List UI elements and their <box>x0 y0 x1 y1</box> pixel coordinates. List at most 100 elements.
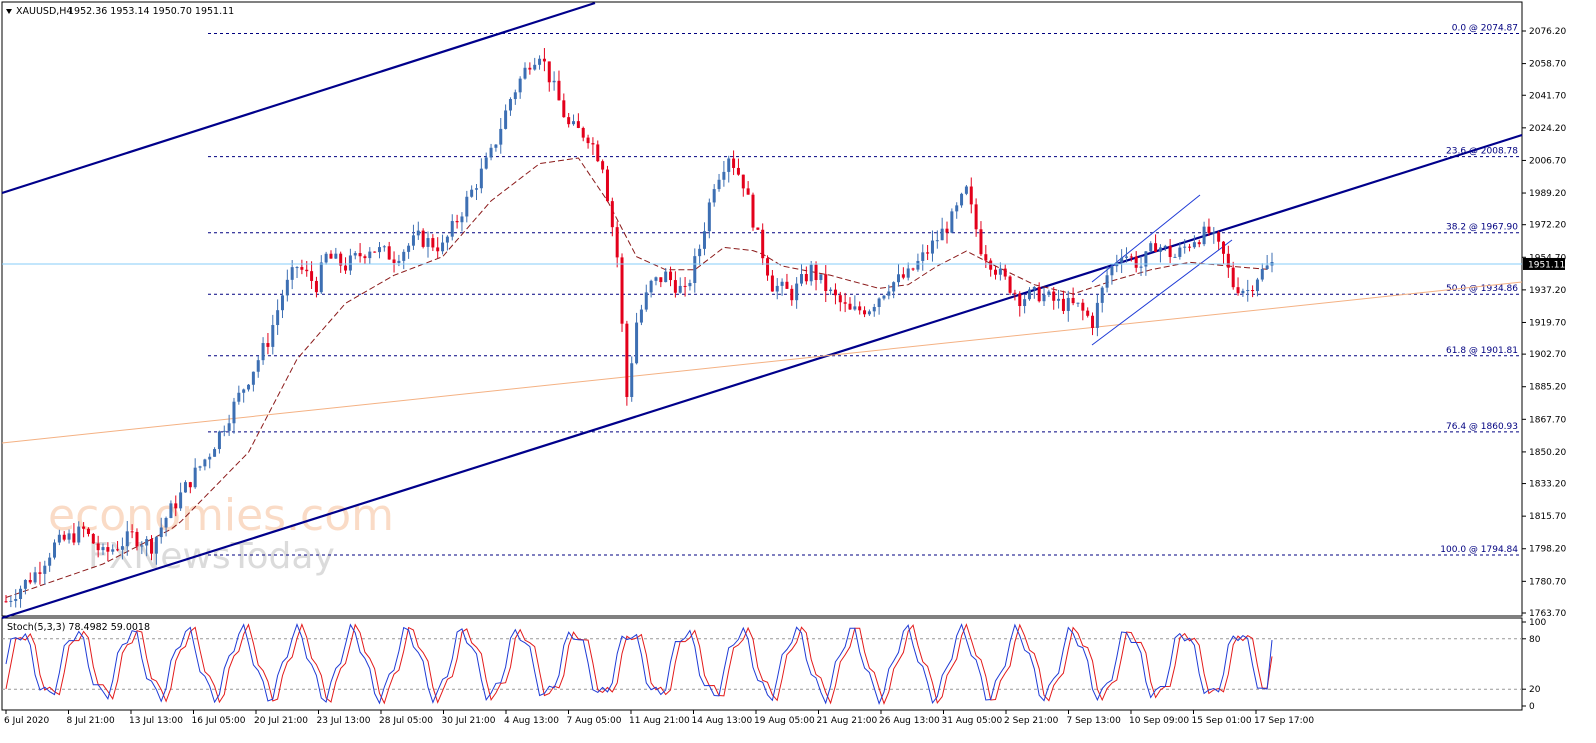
time-tick-label: 7 Sep 13:00 <box>1067 716 1122 726</box>
candle-body <box>407 245 411 252</box>
candle-body <box>247 384 251 390</box>
candle-body <box>572 121 576 125</box>
price-tick-label: 1798.20 <box>1529 545 1566 555</box>
price-tick-label: 1919.70 <box>1529 318 1566 328</box>
candle-body <box>1217 232 1221 242</box>
collapse-arrow-icon[interactable] <box>6 9 12 14</box>
candle-body <box>363 256 367 259</box>
price-tick-label: 1780.70 <box>1529 577 1566 587</box>
candle-body <box>140 545 144 547</box>
candle-body <box>329 253 333 259</box>
candle-body <box>1226 253 1230 268</box>
time-tick-label: 23 Jul 13:00 <box>317 716 371 726</box>
candle-body <box>382 246 386 248</box>
candle-body <box>1076 302 1080 304</box>
candle-body <box>717 179 721 190</box>
candle-body <box>319 262 323 293</box>
candle-body <box>1057 298 1061 301</box>
candle-body <box>906 268 910 278</box>
candle-body <box>9 600 13 602</box>
candle-body <box>969 186 973 205</box>
candle-body <box>974 204 978 230</box>
candle-body <box>494 144 498 148</box>
candle-body <box>897 274 901 283</box>
candle-body <box>1178 247 1182 257</box>
candle-body <box>392 259 396 263</box>
candle-body <box>489 147 493 158</box>
upper-channel-line[interactable] <box>1 1 596 195</box>
candle-body <box>484 157 488 169</box>
candle-body <box>387 246 391 260</box>
candle-body <box>513 92 517 100</box>
candle-body <box>465 196 469 217</box>
time-tick-label: 8 Jul 21:00 <box>67 716 116 726</box>
fibonacci-retracement[interactable]: 0.0 @ 2074.87 23.6 @ 2008.78 38.2 @ 1967.9… <box>208 23 1522 556</box>
candle-body <box>1061 298 1065 311</box>
candle-body <box>159 527 163 538</box>
candle-body <box>358 253 362 257</box>
candle-body <box>1032 286 1036 290</box>
candle-body <box>377 247 381 253</box>
rising-wedge-upper[interactable] <box>1091 194 1201 283</box>
price-tick-label: 1815.70 <box>1529 512 1566 522</box>
candle-body <box>732 158 736 168</box>
candle-body <box>508 99 512 111</box>
candle-body <box>1158 247 1162 252</box>
candle-body <box>499 128 503 145</box>
price-tick-label: 1989.20 <box>1529 189 1566 199</box>
candle-body <box>101 547 105 551</box>
candle-body <box>799 274 803 284</box>
candle-body <box>276 310 280 326</box>
candle-body <box>1246 290 1250 292</box>
candle-body <box>237 392 241 402</box>
candle-body <box>1095 302 1099 328</box>
candle-body <box>1124 256 1128 258</box>
candle-body <box>1221 241 1225 254</box>
time-tick-label: 20 Jul 21:00 <box>254 716 308 726</box>
candle-body <box>373 251 377 253</box>
candle-body <box>567 117 571 125</box>
candle-body <box>1081 302 1085 311</box>
secondary-trend-line[interactable] <box>1 281 1523 444</box>
candle-body <box>154 537 158 554</box>
candle-body <box>998 268 1002 275</box>
price-tick-label: 2006.70 <box>1529 156 1566 166</box>
candle-body <box>693 256 697 283</box>
candle-body <box>198 466 202 468</box>
candle-body <box>605 169 609 202</box>
watermark-sub: FXNewsToday <box>88 536 335 577</box>
candle-body <box>833 289 837 296</box>
stoch-tick-label: 100 <box>1529 618 1546 628</box>
fib-level-label: 76.4 @ 1860.93 <box>1446 422 1518 432</box>
trendlines[interactable] <box>1 1 1523 620</box>
main-uptrend-line[interactable] <box>1 133 1523 620</box>
fib-level-label: 38.2 @ 1967.90 <box>1446 223 1518 233</box>
candle-body <box>955 205 959 212</box>
rising-wedge-lower[interactable] <box>1091 239 1233 346</box>
candle-body <box>848 303 852 310</box>
candle-body <box>586 137 590 144</box>
candle-body <box>4 601 8 603</box>
candle-body <box>756 227 760 230</box>
candle-body <box>809 264 813 282</box>
candle-body <box>892 282 896 292</box>
candle-body <box>989 260 993 270</box>
time-tick-label: 30 Jul 21:00 <box>442 716 496 726</box>
candle-body <box>843 302 847 304</box>
candle-body <box>1129 256 1133 258</box>
candle-body <box>1003 268 1007 277</box>
candle-body <box>135 531 139 547</box>
fib-level-label: 61.8 @ 1901.81 <box>1446 346 1518 356</box>
candle-body <box>145 539 149 546</box>
candle-body <box>72 533 76 543</box>
price-tick-label: 1850.20 <box>1529 448 1566 458</box>
time-tick-label: 21 Aug 21:00 <box>817 716 878 726</box>
candle-body <box>790 288 794 301</box>
candle-body <box>411 235 415 246</box>
candle-body <box>1183 246 1187 248</box>
candle-body <box>106 547 110 552</box>
candle-body <box>984 254 988 261</box>
candle-body <box>1202 226 1206 245</box>
candle-body <box>96 543 100 551</box>
